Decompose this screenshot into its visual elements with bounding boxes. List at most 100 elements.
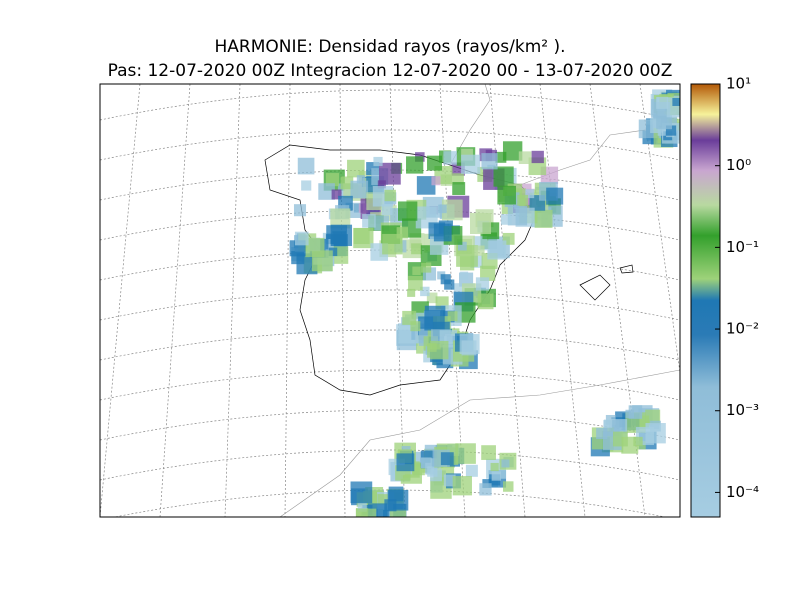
lightning-cell bbox=[455, 443, 476, 464]
lightning-cell bbox=[477, 293, 494, 310]
lightning-cell bbox=[546, 187, 564, 205]
lightning-cell bbox=[355, 508, 377, 517]
lightning-cell bbox=[447, 311, 458, 322]
lightning-cell bbox=[503, 481, 514, 492]
lightning-cell bbox=[474, 245, 485, 256]
lightning-cell bbox=[396, 453, 415, 472]
lightning-cell bbox=[507, 206, 528, 226]
lightning-cell bbox=[444, 279, 455, 290]
lightning-cell bbox=[381, 204, 393, 216]
lightning-cell bbox=[502, 232, 515, 245]
lightning-cell bbox=[416, 176, 436, 195]
lightning-cell bbox=[633, 436, 643, 447]
lightning-cell bbox=[603, 419, 613, 428]
lightning-cell bbox=[325, 173, 340, 187]
lightning-cell bbox=[424, 310, 445, 331]
lightning-cell bbox=[331, 189, 342, 200]
lightning-cell bbox=[534, 209, 553, 228]
lightning-cell bbox=[350, 180, 369, 199]
lightning-cell bbox=[350, 481, 373, 504]
lightning-cell bbox=[397, 201, 418, 221]
lightning-cell bbox=[452, 173, 464, 185]
map-subtitle: Pas: 12-07-2020 00Z Integracion 12-07-20… bbox=[108, 61, 673, 81]
islands bbox=[579, 264, 634, 301]
lightning-cell bbox=[495, 151, 507, 163]
lightning-cell bbox=[373, 156, 383, 167]
lightning-cell bbox=[502, 141, 523, 161]
lightning-cell bbox=[305, 237, 325, 258]
lightning-cell bbox=[460, 271, 469, 280]
lightning-cell bbox=[501, 459, 510, 468]
lightning-cell bbox=[431, 176, 441, 186]
lightning-cell bbox=[465, 464, 478, 477]
lightning-cell bbox=[475, 277, 490, 291]
lightning-cell bbox=[347, 159, 365, 178]
lightning-cell bbox=[470, 213, 492, 235]
colorbar-tick-label: 10⁻² bbox=[726, 320, 759, 338]
colorbar-tick-label: 10⁻¹ bbox=[726, 238, 759, 256]
lightning-cell bbox=[406, 156, 424, 174]
lightning-cell bbox=[411, 243, 422, 255]
map-area bbox=[100, 84, 680, 517]
lightning-cell bbox=[481, 153, 498, 170]
lightning-cell bbox=[420, 286, 430, 297]
lightning-cell bbox=[672, 97, 680, 106]
lightning-cell bbox=[384, 189, 396, 202]
lightning-cell bbox=[407, 288, 416, 297]
lightning-cell bbox=[525, 189, 535, 199]
lightning-cell bbox=[410, 321, 421, 332]
lightning-cell bbox=[421, 262, 432, 273]
lightning-cell bbox=[340, 176, 354, 190]
lightning-cell bbox=[596, 427, 608, 440]
lightning-cell bbox=[490, 462, 499, 472]
lightning-cell bbox=[377, 494, 388, 505]
lightning-cell bbox=[665, 125, 677, 136]
lightning-cell bbox=[293, 204, 307, 217]
colorbar-tick-label: 10⁻³ bbox=[726, 401, 759, 419]
lightning-cell bbox=[318, 183, 335, 200]
lightning-cell bbox=[433, 223, 452, 242]
lightning-cell bbox=[440, 274, 451, 285]
lightning-cell bbox=[384, 499, 397, 512]
lightning-cell bbox=[378, 162, 401, 185]
map-title: HARMONIE: Densidad rayos (rayos/km² ). bbox=[214, 37, 565, 57]
lightning-cell bbox=[479, 483, 492, 496]
lightning-cell bbox=[452, 182, 466, 195]
colorbar-tick-label: 10¹ bbox=[726, 75, 751, 93]
lightning-cell bbox=[353, 227, 374, 249]
lightning-cell bbox=[356, 175, 365, 184]
lightning-cell bbox=[517, 194, 529, 206]
lightning-cell bbox=[518, 151, 532, 165]
lightning-cell bbox=[443, 474, 456, 487]
lightning-cell bbox=[497, 185, 516, 205]
colorbar bbox=[690, 83, 721, 518]
lightning-cell bbox=[444, 336, 453, 345]
lightning-cell bbox=[441, 199, 463, 221]
lightning-cell bbox=[412, 266, 421, 275]
lightning-cell bbox=[438, 204, 447, 214]
lightning-cells bbox=[289, 89, 680, 517]
lightning-cell bbox=[328, 247, 338, 257]
colorbar-tick-label: 10⁻⁴ bbox=[726, 483, 759, 501]
lightning-cell bbox=[408, 275, 423, 291]
lightning-cell bbox=[420, 457, 432, 469]
lightning-cell bbox=[501, 214, 512, 225]
lightning-cell bbox=[330, 208, 351, 229]
lightning-cell bbox=[461, 148, 473, 161]
lightning-cell bbox=[461, 340, 477, 356]
lightning-cell bbox=[357, 502, 367, 512]
lightning-cell bbox=[301, 180, 312, 191]
lightning-cell bbox=[452, 476, 472, 496]
lightning-cell bbox=[487, 240, 507, 260]
lightning-cell bbox=[440, 452, 454, 466]
lightning-cell bbox=[461, 154, 481, 174]
lightning-cell bbox=[297, 157, 315, 175]
lightning-cell bbox=[396, 227, 409, 239]
lightning-cell bbox=[426, 292, 438, 304]
colorbar-tick-label: 10⁰ bbox=[726, 156, 751, 174]
lightning-cell bbox=[480, 265, 496, 281]
lightning-cell bbox=[628, 405, 643, 419]
lightning-cell bbox=[430, 340, 449, 360]
lightning-cell bbox=[531, 150, 544, 164]
